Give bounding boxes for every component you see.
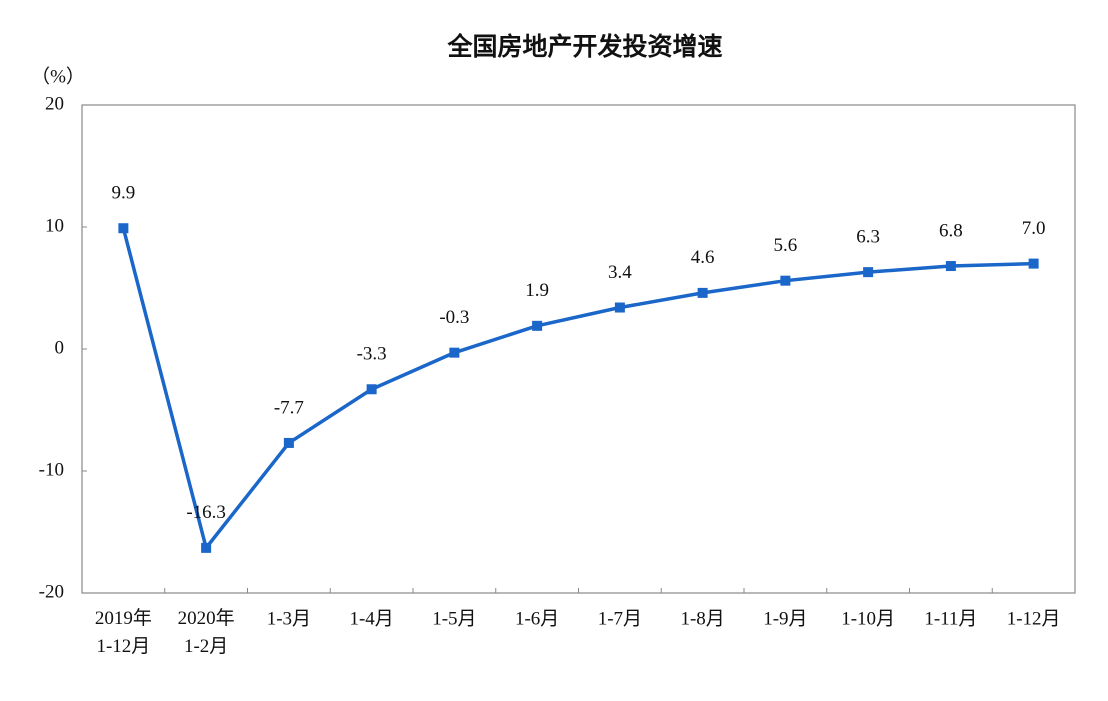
point — [283, 437, 294, 448]
value-label: 9.9 — [112, 183, 136, 204]
value-label: -0.3 — [439, 307, 469, 328]
x-tick-label: 1-7月 — [598, 608, 642, 629]
point — [532, 320, 543, 331]
point — [1028, 258, 1039, 269]
line — [121, 227, 1034, 550]
y-tick-label: 0 — [55, 337, 65, 358]
y-tick-label: 10 — [45, 215, 64, 236]
x-tick-label: 1-8月 — [680, 608, 724, 629]
value-label: 5.6 — [774, 235, 798, 256]
y-tick-label: 20 — [45, 93, 64, 114]
x-tick-label: 1-11月 — [924, 608, 977, 629]
x-tick-label: 1-6月 — [515, 608, 559, 629]
point — [945, 261, 956, 272]
value-label: 1.9 — [525, 280, 549, 301]
value-label: -16.3 — [186, 502, 226, 523]
value-label: -7.7 — [274, 397, 304, 418]
y-tick-label: -20 — [39, 581, 64, 602]
x-tick-label: 1-9月 — [763, 608, 807, 629]
x-tick-label: 1-3月 — [267, 608, 311, 629]
y-axis-label: （%） — [31, 65, 85, 87]
x-tick-label: 1-12月 — [1007, 608, 1061, 629]
value-label: 4.6 — [691, 247, 715, 268]
point — [780, 275, 791, 286]
value-label: 6.3 — [856, 226, 880, 247]
value-label: -3.3 — [357, 344, 387, 365]
point — [697, 287, 708, 298]
x-tick-label: 2020年 1-2月 — [178, 607, 235, 657]
chart-title: 全国房地产开发投资增速 — [446, 32, 722, 61]
x-tick-label: 1-10月 — [841, 608, 895, 629]
value-label: 3.4 — [608, 262, 632, 283]
value-label: 7.0 — [1022, 218, 1046, 239]
point — [201, 542, 212, 553]
point — [449, 347, 460, 358]
value-label: 6.8 — [939, 220, 963, 241]
x-tick-label: 1-5月 — [432, 608, 476, 629]
point — [863, 267, 874, 278]
point — [118, 223, 129, 234]
y-tick-label: -10 — [39, 459, 64, 480]
plot-frame — [81, 104, 1076, 594]
x-tick-label: 2019年 1-12月 — [95, 607, 152, 657]
x-tick-label: 1-4月 — [349, 608, 393, 629]
point — [366, 384, 377, 395]
point — [614, 302, 625, 313]
